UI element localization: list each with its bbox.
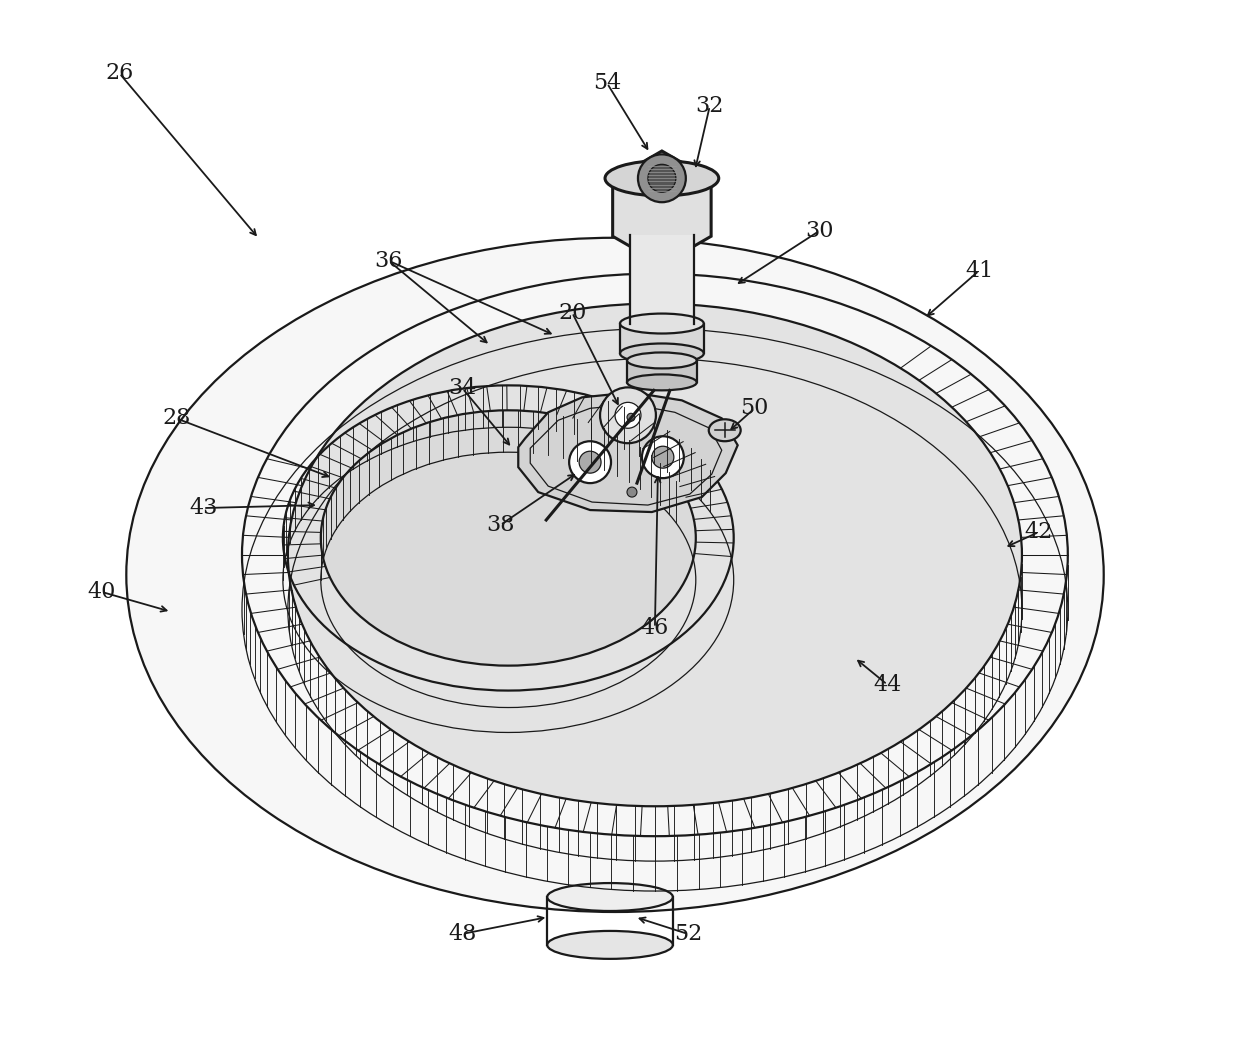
- Circle shape: [652, 446, 673, 468]
- Polygon shape: [627, 361, 697, 382]
- Text: 20: 20: [558, 302, 587, 324]
- Ellipse shape: [321, 410, 696, 666]
- Text: 44: 44: [873, 673, 901, 695]
- Circle shape: [649, 165, 676, 192]
- Ellipse shape: [288, 304, 1022, 806]
- Text: 52: 52: [673, 923, 702, 945]
- Circle shape: [637, 154, 686, 203]
- Polygon shape: [518, 392, 738, 512]
- Ellipse shape: [547, 883, 673, 910]
- Circle shape: [615, 402, 641, 428]
- Text: 46: 46: [641, 617, 670, 638]
- Text: 41: 41: [965, 260, 993, 282]
- Text: 36: 36: [374, 250, 403, 272]
- Ellipse shape: [620, 344, 704, 363]
- Circle shape: [569, 441, 611, 483]
- Ellipse shape: [627, 375, 697, 390]
- Text: 34: 34: [448, 378, 476, 400]
- Text: 48: 48: [448, 923, 476, 945]
- Text: 54: 54: [593, 72, 621, 94]
- Ellipse shape: [605, 160, 719, 196]
- Text: 50: 50: [740, 398, 769, 419]
- Ellipse shape: [709, 419, 740, 441]
- Ellipse shape: [627, 352, 697, 368]
- Circle shape: [642, 436, 683, 478]
- Text: 28: 28: [162, 407, 191, 429]
- Text: 40: 40: [87, 581, 115, 602]
- Ellipse shape: [547, 931, 673, 959]
- Ellipse shape: [620, 313, 704, 333]
- Text: 30: 30: [805, 219, 833, 242]
- Text: 26: 26: [105, 62, 134, 84]
- Text: 38: 38: [486, 514, 515, 536]
- Polygon shape: [620, 324, 704, 353]
- Circle shape: [627, 414, 635, 421]
- Text: 42: 42: [1024, 521, 1053, 543]
- Circle shape: [627, 487, 637, 497]
- Polygon shape: [630, 235, 694, 324]
- Circle shape: [579, 452, 601, 473]
- Ellipse shape: [126, 237, 1104, 912]
- Circle shape: [600, 387, 656, 443]
- Text: 32: 32: [696, 95, 724, 117]
- Text: 43: 43: [188, 497, 217, 519]
- Polygon shape: [613, 151, 711, 265]
